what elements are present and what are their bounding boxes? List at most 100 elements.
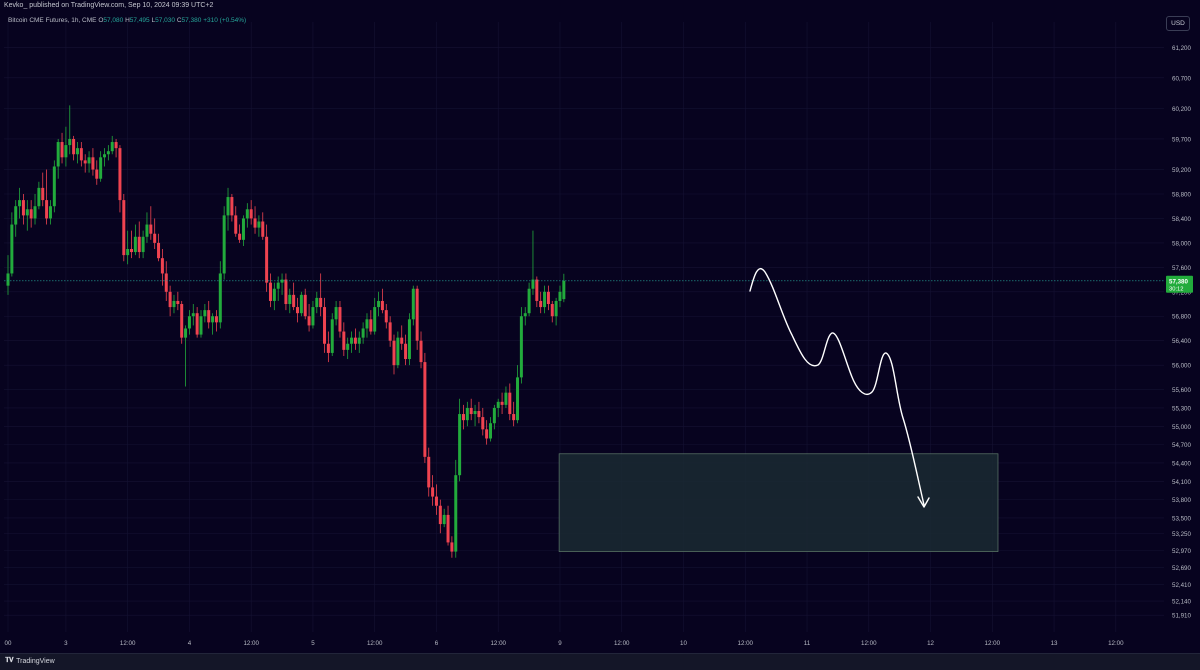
symbol-legend[interactable]: Bitcoin CME Futures, 1h, CME O57,080 H57… xyxy=(8,17,246,24)
candle-body xyxy=(450,542,454,552)
candle-body xyxy=(431,487,435,497)
candle xyxy=(114,138,118,158)
candle-body xyxy=(296,307,299,314)
candle-body xyxy=(272,288,276,301)
candle xyxy=(485,420,489,445)
y-tick-label: 52,140 xyxy=(1172,599,1191,606)
candle xyxy=(153,218,157,250)
candle-body xyxy=(25,209,29,216)
candle xyxy=(284,273,288,311)
x-tick-label: 12:00 xyxy=(985,640,1001,647)
candle xyxy=(473,404,477,427)
candle xyxy=(535,276,539,308)
candle xyxy=(550,300,554,323)
x-tick-label: 12:00 xyxy=(367,640,383,647)
candle xyxy=(407,313,411,366)
candle xyxy=(519,307,523,384)
x-tick-label: 12:00 xyxy=(243,640,259,647)
candle xyxy=(438,499,442,534)
candle-body xyxy=(384,310,388,323)
candle xyxy=(303,288,307,320)
candle xyxy=(145,212,149,243)
candle xyxy=(458,398,462,482)
change-value: +310 (+0.54%) xyxy=(203,17,247,24)
candle xyxy=(423,352,427,463)
x-tick-label: 6 xyxy=(435,640,439,647)
high-value: 57,495 xyxy=(129,17,150,24)
y-tick-label: 53,800 xyxy=(1172,497,1191,504)
x-tick-label: 12:00 xyxy=(861,640,877,647)
candle-body xyxy=(226,197,230,216)
x-tick-label: 12:00 xyxy=(490,640,506,647)
candle xyxy=(357,331,361,353)
candle-body xyxy=(326,343,330,353)
candle xyxy=(10,212,14,277)
candle-body xyxy=(21,200,25,216)
candle-body xyxy=(130,249,134,253)
y-tick-label: 54,700 xyxy=(1172,442,1191,449)
candle xyxy=(157,233,161,262)
candle xyxy=(195,307,199,338)
low-label: L xyxy=(151,17,156,24)
y-tick-label: 59,700 xyxy=(1172,136,1191,143)
candle-body xyxy=(334,307,338,320)
candle xyxy=(52,160,56,213)
y-tick-label: 55,600 xyxy=(1172,387,1191,394)
candle xyxy=(21,193,25,225)
symbol-name: Bitcoin CME Futures, 1h, CME xyxy=(8,17,97,24)
publisher-header: Kevko_ published on TradingView.com, Sep… xyxy=(4,2,213,9)
candle xyxy=(384,304,388,329)
y-tick-label: 56,800 xyxy=(1172,314,1191,321)
candle-body xyxy=(315,297,319,308)
candle xyxy=(118,145,122,213)
time-axis[interactable]: 00 3 12:00 4 12:00 5 12:00 6 12:00 9 12:00 10 12:00 1… xyxy=(5,640,1125,647)
candle-body xyxy=(458,414,462,476)
candles-layer xyxy=(6,105,566,558)
candle xyxy=(377,291,381,317)
candle xyxy=(469,398,473,421)
tradingview-logo[interactable]: 𝐓𝐕 TradingView xyxy=(5,657,55,665)
candle xyxy=(400,325,404,350)
y-tick-label: 53,500 xyxy=(1172,515,1191,522)
candle-body xyxy=(95,169,99,179)
candle xyxy=(500,392,504,415)
x-tick-label: 11 xyxy=(804,640,811,647)
x-tick-label: 12:00 xyxy=(120,640,136,647)
candle xyxy=(257,215,261,237)
candle-body xyxy=(268,282,272,301)
candle-body xyxy=(323,307,327,344)
candle-body xyxy=(164,273,168,292)
price-axis[interactable]: 61,200 60,700 60,200 59,700 59,200 58,800 58,4… xyxy=(1172,45,1191,620)
candle xyxy=(396,331,400,369)
candle xyxy=(465,401,469,427)
candle xyxy=(249,200,253,225)
candle xyxy=(415,285,419,350)
candle xyxy=(37,181,41,210)
footer-bar: 𝐓𝐕 TradingView xyxy=(0,653,1200,670)
candle xyxy=(288,288,292,314)
open-label: O xyxy=(98,17,104,24)
candle-body xyxy=(400,337,404,344)
candle xyxy=(431,475,435,506)
candle-body xyxy=(87,157,91,164)
y-tick-label: 58,400 xyxy=(1172,216,1191,223)
candle-body xyxy=(346,343,350,350)
candle-body xyxy=(99,157,103,179)
y-tick-label: 55,000 xyxy=(1172,424,1191,431)
price-chart[interactable]: 61,200 60,700 60,200 59,700 59,200 58,800 58,4… xyxy=(0,0,1200,653)
currency-button[interactable]: USD xyxy=(1166,16,1190,31)
y-tick-label: 61,200 xyxy=(1172,45,1191,52)
candle-body xyxy=(477,410,481,418)
x-tick-label: 12:00 xyxy=(1108,640,1124,647)
candle-body xyxy=(481,417,485,430)
y-tick-label: 51,910 xyxy=(1172,613,1191,620)
candle-body xyxy=(241,218,245,240)
candle-body xyxy=(6,273,10,286)
candle xyxy=(276,276,280,301)
candle xyxy=(388,316,392,347)
candle xyxy=(296,297,299,323)
candle-body xyxy=(33,206,37,219)
candle xyxy=(373,297,377,335)
candle xyxy=(230,193,234,222)
candle-body xyxy=(265,236,269,283)
